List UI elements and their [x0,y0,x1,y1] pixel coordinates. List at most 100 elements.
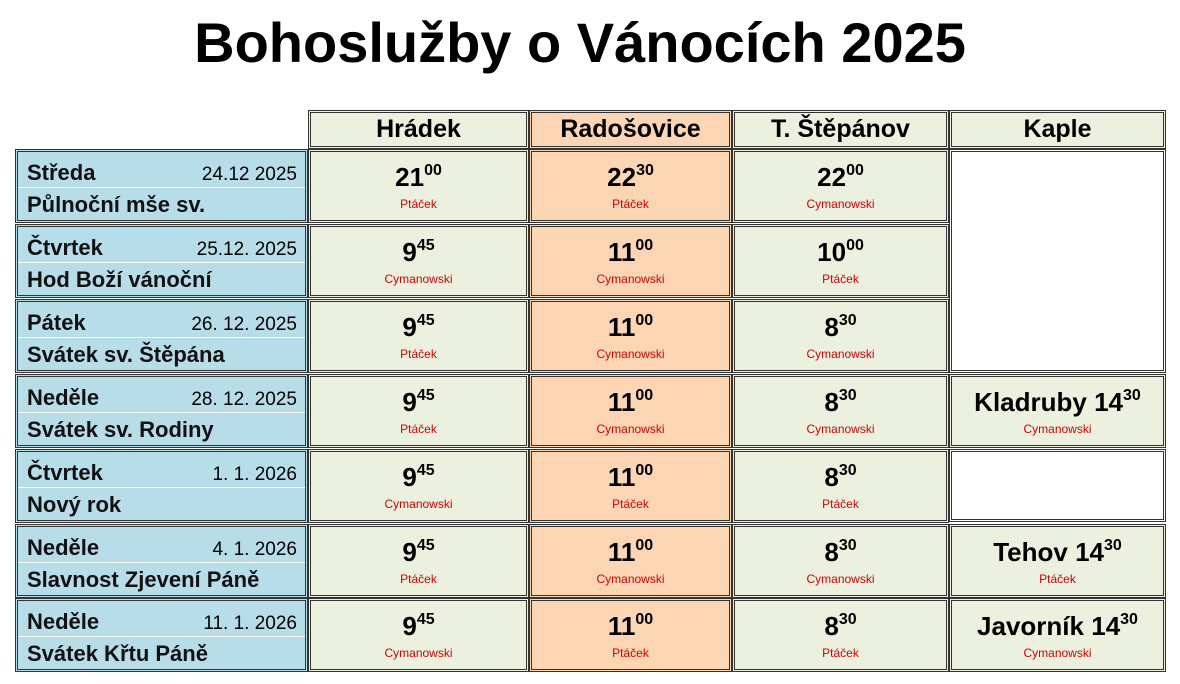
day: Pátek [27,309,86,335]
feast: Svátek Křtu Páně [27,641,208,667]
divider [18,561,305,563]
time-cell: 830 Ptáček [732,448,949,523]
time-cell: 945 Ptáček [308,523,529,598]
day: Středa [27,160,96,185]
header-cell: Hrádek [308,110,529,149]
priest: Ptáček [612,646,649,661]
label-top: Pátek 26. 12. 2025 [27,310,297,336]
date: 26. 12. 2025 [191,313,297,335]
priest: Ptáček [822,646,859,661]
day: Čtvrtek [27,234,103,260]
divider [18,486,305,488]
time: 945 [311,312,526,343]
hour: 22 [817,162,847,192]
priest: Cymanowski [596,346,665,361]
row-label: Neděle 28. 12. 2025 Svátek sv. Rodiny [15,373,308,448]
priest: Cymanowski [384,271,453,286]
minute: 30 [636,162,654,179]
row-label: Neděle 11. 1. 2026 Svátek Křtu Páně [15,598,308,673]
hour: 9 [402,536,417,567]
time-cell: 945 Cymanowski [308,598,529,673]
minute: 30 [1104,536,1122,554]
time: 2100 [311,162,526,193]
empty-cell [949,448,1166,523]
priest: Ptáček [400,346,437,361]
day: Neděle [27,384,100,410]
time: 1000 [735,237,946,268]
day: Neděle [27,609,100,635]
date: 4. 1. 2026 [212,538,297,560]
minute: 45 [416,611,435,629]
priest: Cymanowski [806,571,875,586]
hour: 10 [817,236,847,267]
header-cell: T. Štěpánov [732,110,949,149]
label-bottom: Svátek Křtu Páně [27,641,208,667]
divider [18,636,305,638]
row-label: Pátek 26. 12. 2025 Svátek sv. Štěpána [15,298,308,373]
time: 1100 [532,387,729,418]
hour: 11 [607,461,636,492]
minute: 00 [635,311,654,329]
chapel-cell: Kladruby 1430 Cymanowski [949,373,1166,448]
time: 830 [735,387,946,418]
label-bottom: Hod Boží vánoční [27,267,212,293]
time: 2230 [532,162,729,193]
hour: 11 [607,536,636,567]
feast: Nový rok [27,491,122,517]
label-top: Čtvrtek 25.12. 2025 [27,235,297,261]
priest: Cymanowski [1023,646,1092,661]
header-text: Kaple [1023,115,1092,143]
divider [18,336,305,338]
chapel-place: Javorník [977,611,1084,642]
date: 25.12. 2025 [196,238,297,260]
hour: 11 [607,236,636,267]
priest: Cymanowski [806,346,875,361]
header-cell: Kaple [949,110,1166,149]
minute: 00 [635,236,654,254]
time: 945 [311,462,526,493]
time-cell: 945 Cymanowski [308,223,529,298]
header-text: T. Štěpánov [771,115,910,143]
time: 945 [311,237,526,268]
divider [18,411,305,413]
label-top: Středa 24.12 2025 [27,160,297,186]
hour: 14 [1094,386,1124,417]
priest: Ptáček [1039,571,1076,586]
time-cell: 945 Ptáček [308,373,529,448]
time: 945 [311,611,526,642]
time-cell: 1100 Cymanowski [529,373,732,448]
feast: Svátek sv. Rodiny [27,416,214,442]
label-top: Neděle 4. 1. 2026 [27,535,297,561]
time-cell: 1100 Cymanowski [529,223,732,298]
hour: 11 [607,311,636,342]
hour: 9 [402,386,417,417]
hour: 8 [824,461,839,492]
title: Bohoslužby o Vánocích 2025 [194,11,966,74]
header-cell: Radošovice [529,110,732,149]
feast: Hod Boží vánoční [27,266,212,292]
label-bottom: Slavnost Zjevení Páně [27,567,259,593]
priest: Cymanowski [806,197,875,211]
priest: Cymanowski [384,496,453,511]
time-cell: 1100 Ptáček [529,448,732,523]
row-label: Neděle 4. 1. 2026 Slavnost Zjevení Páně [15,523,308,598]
time: 1100 [532,237,729,268]
time-cell: 1000 Ptáček [732,223,949,298]
minute: 30 [838,611,857,629]
time: 1100 [532,312,729,343]
time: 1100 [532,462,729,493]
hour: 11 [607,611,636,642]
minute: 30 [838,461,857,479]
minute: 45 [416,236,435,254]
time-cell: 2230 Ptáček [529,149,732,223]
date: 28. 12. 2025 [191,388,297,410]
time: 1100 [532,537,729,568]
minute: 00 [424,162,442,179]
priest: Ptáček [400,571,437,586]
minute: 30 [838,536,857,554]
time-cell: 830 Cymanowski [732,373,949,448]
hour: 8 [824,611,839,642]
time-cell: 1100 Cymanowski [529,523,732,598]
priest: Cymanowski [596,421,665,436]
